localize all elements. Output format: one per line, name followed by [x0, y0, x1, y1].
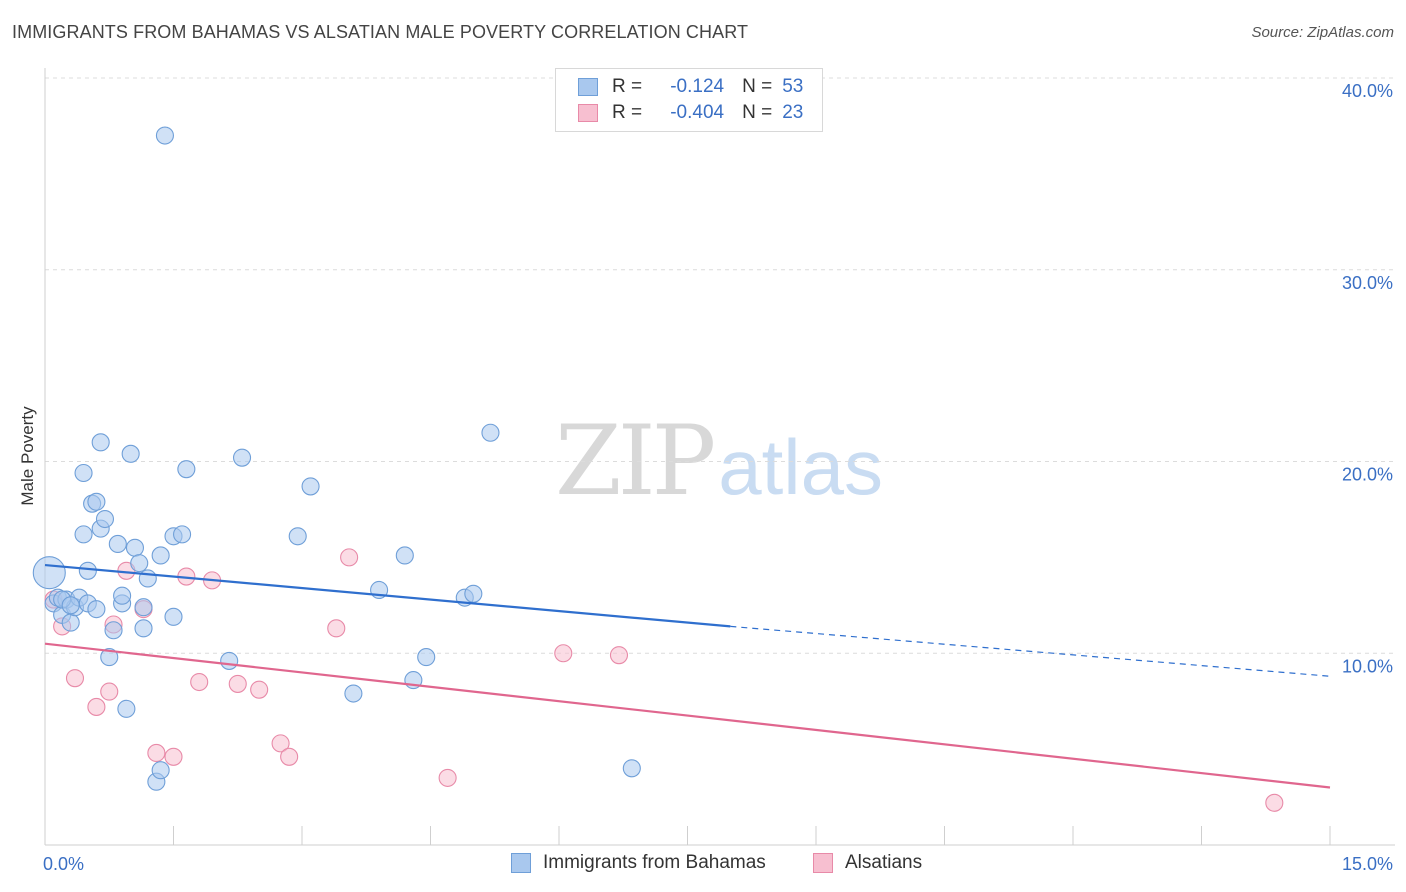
correlation-legend: R = -0.124 N = 53 R = -0.404 N = 23 [555, 68, 823, 132]
bahamas-trend-line [44, 563, 731, 628]
legend-swatch-pink [578, 104, 598, 122]
bahamas-point [87, 492, 106, 511]
x-tick-label: 0.0% [43, 854, 84, 874]
bahamas-point [108, 534, 127, 554]
bahamas-point [464, 584, 483, 603]
bahamas-point [78, 561, 97, 580]
bahamas-point [177, 460, 196, 479]
bahamas-point [138, 569, 157, 588]
bahamas-point [173, 525, 192, 544]
bahamas-point [95, 509, 115, 529]
bahamas-point [87, 600, 106, 619]
bahamas-point [134, 598, 153, 617]
bahamas-point [91, 433, 110, 452]
legend-r-label: R = [612, 102, 643, 123]
bahamas-point [117, 699, 136, 718]
y-tick-label: 10.0% [1342, 656, 1393, 676]
alsatians-point [228, 674, 247, 693]
bahamas-point [417, 648, 436, 667]
bahamas-point [164, 607, 183, 626]
alsatians-point [190, 672, 209, 692]
legend-row-alsatians: R = -0.404 N = 23 [578, 101, 803, 125]
legend-r-value: -0.124 [670, 76, 725, 97]
legend-n-label: N = [742, 76, 773, 97]
bahamas-point [151, 546, 170, 565]
bahamas-point [151, 761, 170, 780]
alsatians-point [1265, 793, 1284, 812]
alsatians-point [164, 747, 183, 766]
y-tick-label: 40.0% [1342, 81, 1393, 101]
legend-r-value: -0.404 [670, 102, 725, 123]
bahamas-point [220, 651, 239, 670]
bahamas-point [125, 538, 144, 557]
bahamas-point [301, 477, 320, 496]
y-axis-label: Male Poverty [18, 406, 37, 506]
y-tick-label: 20.0% [1342, 465, 1393, 485]
bahamas-point [74, 525, 93, 544]
y-tick-label: 30.0% [1342, 273, 1393, 293]
bahamas-point [61, 596, 80, 615]
bahamas-point [113, 586, 132, 605]
bahamas-point [395, 546, 414, 565]
bottom-legend-label: Immigrants from Bahamas [543, 852, 766, 873]
legend-r-label: R = [612, 76, 643, 97]
alsatians-point [327, 619, 346, 638]
bottom-legend-label: Alsatians [845, 852, 923, 873]
bahamas-point [232, 448, 252, 467]
bahamas-point [104, 621, 123, 640]
alsatians-point [609, 646, 629, 665]
bahamas-point [288, 527, 307, 546]
watermark-atlas: atlas [718, 423, 883, 511]
bottom-legend-alsatians: Alsatians [813, 852, 922, 874]
bahamas-point [481, 423, 500, 442]
bahamas-trend-extension [730, 625, 1331, 677]
bahamas-point [100, 648, 119, 667]
bahamas-point [344, 684, 363, 703]
alsatians-point [271, 734, 290, 753]
alsatians-point [65, 669, 85, 688]
bahamas-point [155, 126, 174, 145]
bahamas-point [74, 463, 93, 483]
legend-n-value: 53 [782, 76, 804, 97]
alsatians-point [87, 697, 106, 716]
alsatians-point [280, 747, 299, 766]
source-label: Source: ZipAtlas.com [1251, 24, 1394, 41]
alsatians-trend-line [44, 642, 1331, 789]
alsatians-point [250, 680, 269, 699]
legend-swatch-blue [578, 78, 598, 96]
chart-title: IMMIGRANTS FROM BAHAMAS VS ALSATIAN MALE… [12, 22, 749, 42]
x-tick-label: 15.0% [1342, 854, 1393, 874]
bahamas-point [622, 759, 641, 778]
bahamas-point [61, 613, 80, 632]
bottom-legend-bahamas: Immigrants from Bahamas [511, 852, 766, 874]
legend-n-label: N = [742, 102, 773, 123]
alsatians-point [438, 768, 457, 787]
bahamas-point [121, 444, 140, 463]
alsatians-point [340, 548, 359, 567]
bottom-legend-swatch-blue [511, 853, 531, 873]
bottom-legend-swatch-pink [813, 853, 833, 873]
alsatians-point [554, 644, 573, 663]
legend-row-bahamas: R = -0.124 N = 53 [578, 75, 803, 99]
alsatians-point [100, 682, 119, 701]
bahamas-point [134, 619, 153, 638]
bahamas-point [32, 556, 66, 590]
legend-n-value: 23 [782, 102, 804, 123]
bahamas-point [130, 554, 149, 573]
alsatians-point [147, 743, 166, 763]
